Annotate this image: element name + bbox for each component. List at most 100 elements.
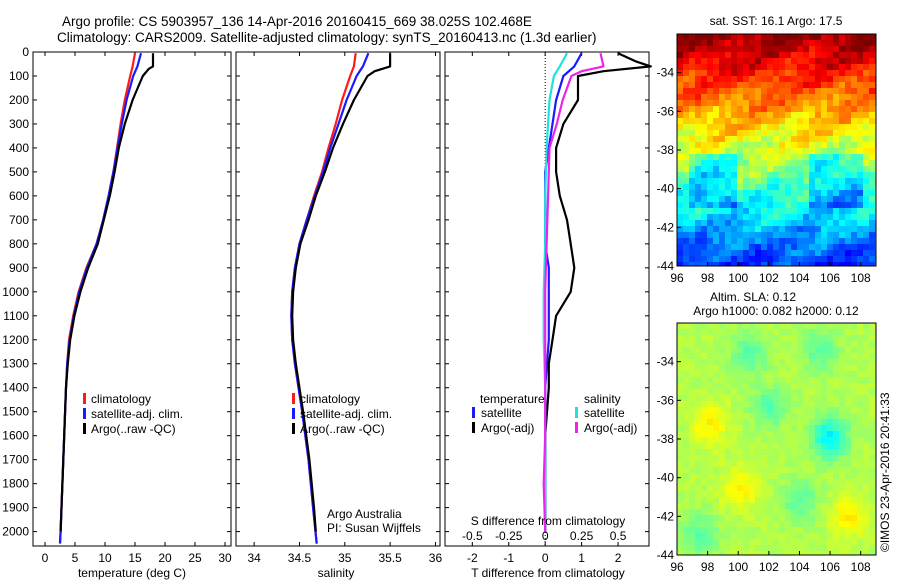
- sla-cell: [773, 323, 780, 330]
- sst-cell: [767, 238, 774, 245]
- sla-cell: [677, 371, 684, 378]
- sla-cell: [791, 443, 798, 450]
- sst-cell: [803, 112, 810, 119]
- sla-cell: [719, 479, 726, 486]
- sst-cell: [851, 88, 858, 95]
- sla-cell: [845, 515, 852, 522]
- sst-cell: [863, 220, 870, 227]
- sst-cell: [833, 118, 840, 125]
- sst-cell: [815, 208, 822, 215]
- sst-cell: [743, 40, 750, 47]
- sla-cell: [701, 407, 708, 414]
- sla-cell: [737, 539, 744, 546]
- sla-cell: [737, 365, 744, 372]
- sst-cell: [683, 202, 690, 209]
- sst-cell: [689, 166, 696, 173]
- sla-cell: [749, 407, 756, 414]
- sla-cell: [779, 539, 786, 546]
- sla-cell: [725, 515, 732, 522]
- sla-cell: [749, 467, 756, 474]
- sla-cell: [737, 467, 744, 474]
- sla-cell: [755, 365, 762, 372]
- sst-cell: [851, 52, 858, 59]
- sla-cell: [785, 497, 792, 504]
- sst-cell: [767, 214, 774, 221]
- sst-cell: [839, 136, 846, 143]
- sla-cell: [833, 401, 840, 408]
- sst-cell: [689, 208, 696, 215]
- sst-cell: [689, 184, 696, 191]
- sst-cell: [833, 70, 840, 77]
- sst-cell: [845, 160, 852, 167]
- sst-cell: [731, 232, 738, 239]
- sst-cell: [737, 76, 744, 83]
- sla-cell: [845, 383, 852, 390]
- sla-cell: [713, 347, 720, 354]
- sst-cell: [767, 124, 774, 131]
- sst-cell: [857, 94, 864, 101]
- sla-cell: [719, 359, 726, 366]
- sst-cell: [677, 82, 684, 89]
- sla-cell: [761, 509, 768, 516]
- sla-cell: [839, 401, 846, 408]
- sla-cell: [743, 449, 750, 456]
- sst-cell: [863, 244, 870, 251]
- sla-cell: [821, 341, 828, 348]
- sla-cell: [815, 443, 822, 450]
- sla-cell: [791, 413, 798, 420]
- sla-cell: [773, 491, 780, 498]
- sla-cell: [869, 431, 876, 438]
- sst-cell: [827, 184, 834, 191]
- sla-cell: [695, 365, 702, 372]
- legend-temperature-label: satellite: [481, 406, 522, 420]
- sst-cell: [857, 58, 864, 65]
- sst-cell: [755, 196, 762, 203]
- sla-map-xtick-label: 106: [820, 560, 840, 574]
- sla-cell: [737, 353, 744, 360]
- sst-cell: [767, 106, 774, 113]
- sst-cell: [695, 100, 702, 107]
- sla-cell: [827, 431, 834, 438]
- sla-cell: [737, 329, 744, 336]
- sst-cell: [839, 250, 846, 257]
- sst-cell: [725, 214, 732, 221]
- sst-cell: [791, 244, 798, 251]
- sla-cell: [845, 545, 852, 552]
- sst-cell: [743, 148, 750, 155]
- sla-cell: [677, 527, 684, 534]
- sla-cell: [749, 533, 756, 540]
- sla-cell: [731, 449, 738, 456]
- sst-cell: [815, 172, 822, 179]
- sla-cell: [839, 329, 846, 336]
- sla-cell: [797, 329, 804, 336]
- sla-cell: [821, 509, 828, 516]
- sla-cell: [689, 377, 696, 384]
- sla-cell: [761, 371, 768, 378]
- sla-cell: [707, 485, 714, 492]
- sst-cell: [731, 82, 738, 89]
- sst-cell: [833, 148, 840, 155]
- sla-cell: [761, 425, 768, 432]
- sla-cell: [803, 539, 810, 546]
- sst-cell: [749, 94, 756, 101]
- sst-cell: [797, 142, 804, 149]
- sst-cell: [755, 244, 762, 251]
- sla-cell: [719, 437, 726, 444]
- sla-cell: [851, 467, 858, 474]
- sst-cell: [851, 220, 858, 227]
- sla-cell: [869, 509, 876, 516]
- sla-cell: [767, 353, 774, 360]
- sst-cell: [701, 262, 708, 266]
- sst-cell: [725, 250, 732, 257]
- sst-cell: [869, 160, 876, 167]
- sst-map-ytick-label: -36: [657, 104, 675, 118]
- sst-cell: [713, 52, 720, 59]
- sla-cell: [683, 467, 690, 474]
- sst-cell: [773, 112, 780, 119]
- sst-cell: [677, 196, 684, 203]
- sla-cell: [677, 545, 684, 552]
- sst-cell: [839, 76, 846, 83]
- sla-cell: [827, 425, 834, 432]
- sst-cell: [821, 220, 828, 227]
- sla-cell: [827, 461, 834, 468]
